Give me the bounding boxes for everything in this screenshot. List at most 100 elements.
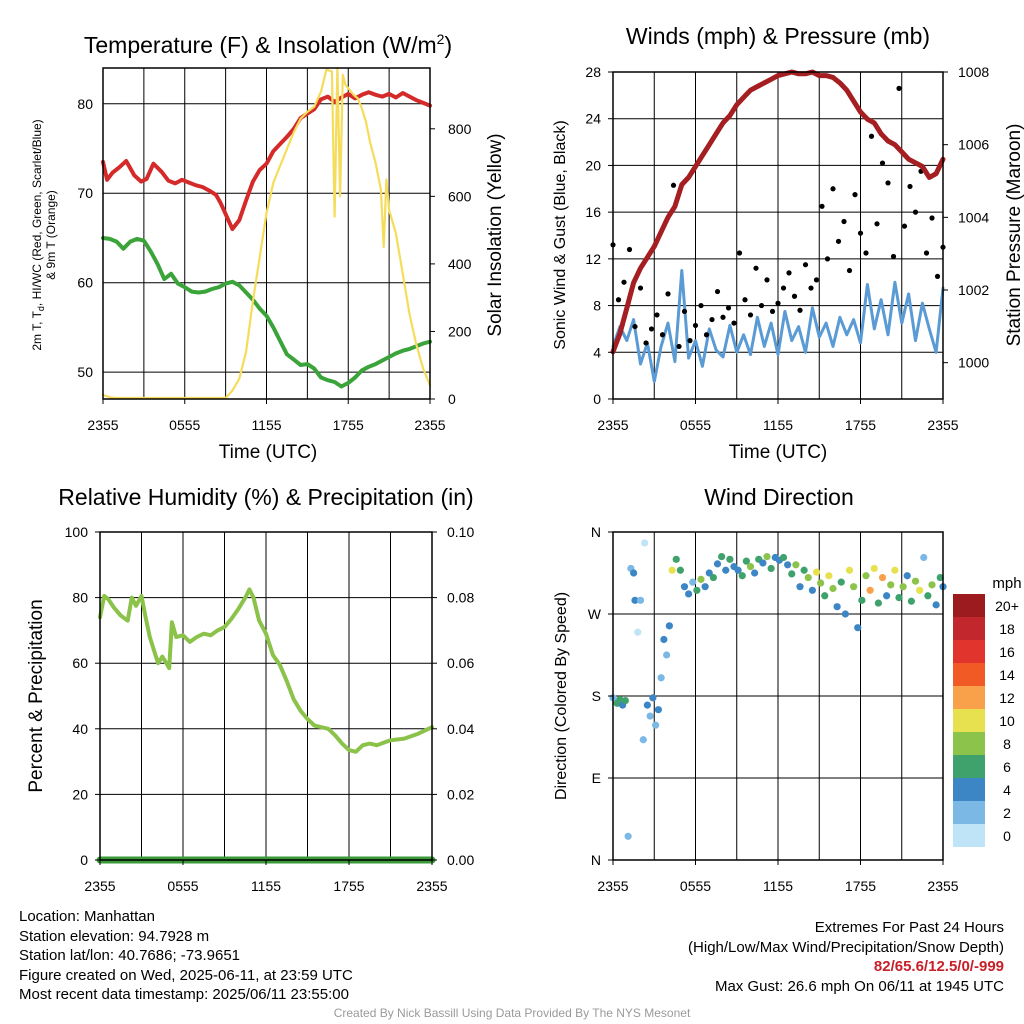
direction-point: [779, 553, 788, 562]
legend-swatch: [953, 732, 985, 755]
direction-point: [932, 601, 940, 609]
winds-xlabel: Time (UTC): [729, 442, 828, 463]
y-tick-label: S: [592, 688, 601, 704]
direction-point: [817, 579, 825, 587]
legend-label: 12: [999, 690, 1015, 706]
gust-point: [731, 320, 737, 326]
x-tick-label: 1755: [333, 417, 364, 433]
gust-point: [753, 265, 759, 271]
y2-tick-label: 1002: [958, 282, 989, 298]
direction-point: [854, 624, 862, 632]
gust-point: [637, 285, 644, 291]
gust-point: [714, 288, 721, 295]
legend-swatch: [953, 663, 985, 686]
direction-point: [800, 566, 808, 574]
y-tick-label: 80: [77, 96, 93, 112]
wind-direction-panel: Wind Direction 2355 0555 1155 1755 2355 N E S W N…: [553, 484, 1022, 894]
direction-point: [738, 572, 746, 580]
temperature-line: [101, 90, 432, 231]
direction-point: [636, 596, 645, 604]
gust-point: [654, 312, 660, 318]
gust-point: [791, 293, 798, 299]
direction-point: [639, 736, 647, 744]
legend-label: 10: [999, 713, 1015, 729]
gust-point: [725, 305, 732, 311]
gust-point: [934, 273, 941, 279]
direction-point: [668, 566, 676, 574]
dewpoint-line: [101, 236, 432, 389]
direction-point: [709, 573, 717, 582]
gust-point: [681, 308, 688, 315]
direction-point: [693, 586, 701, 594]
y-tick-label: 0: [593, 391, 601, 407]
y-tick-label: E: [592, 770, 601, 786]
pressure-line: [610, 69, 946, 355]
speed-legend: mph 20+ 18 16 14 12 10 8 6 4 2 0: [953, 575, 1022, 847]
gust-point: [841, 218, 847, 225]
gust-point: [632, 323, 638, 330]
legend-swatch: [953, 778, 985, 801]
legend-swatch: [953, 686, 985, 709]
gust-point: [692, 322, 699, 329]
gust-point: [879, 160, 886, 166]
y-tick-label: 24: [585, 111, 601, 127]
humidity-ylabel: Percent & Precipitation: [26, 599, 47, 792]
x-tick-label: 2355: [87, 417, 118, 433]
direction-point: [784, 561, 792, 569]
extremes-block: Extremes For Past 24 Hours (High/Low/Max…: [688, 918, 1004, 996]
direction-point: [624, 832, 632, 840]
winds-ylabel: Sonic Wind & Gust (Blue, Black): [552, 120, 569, 349]
gust-point: [797, 307, 803, 313]
gust-point: [758, 302, 765, 309]
credit-line: Created By Nick Bassill Using Data Provi…: [333, 1006, 691, 1020]
gust-point: [709, 316, 715, 323]
y2-tick-label: 0.06: [447, 655, 474, 671]
direction-point: [812, 568, 821, 576]
y2-tick-label: 0.02: [447, 786, 474, 802]
gust-point: [747, 312, 754, 318]
gust-point: [775, 300, 781, 306]
x-tick-label: 1155: [763, 878, 793, 894]
gust-point: [621, 279, 627, 285]
direction-point: [621, 696, 629, 705]
gust-point: [780, 285, 787, 291]
extremes-subtitle: (High/Low/Max Wind/Precipitation/Snow De…: [688, 938, 1004, 956]
direction-point: [866, 586, 874, 594]
direction-point: [858, 596, 866, 604]
gust-point: [626, 246, 633, 253]
station-elevation: Station elevation: 94.7928 m: [19, 927, 210, 945]
direction-point: [697, 575, 705, 583]
gust-point: [923, 250, 930, 256]
x-tick-label: 1155: [251, 878, 281, 894]
x-tick-label: 0555: [167, 878, 198, 894]
direction-point: [924, 592, 932, 600]
direction-point: [643, 701, 651, 709]
gust-point: [835, 238, 842, 244]
direction-point: [763, 553, 771, 561]
station-latlon: Station lat/lon: 40.7686; -73.9651: [19, 947, 241, 964]
direction-point: [631, 596, 639, 604]
direction-point: [845, 566, 854, 574]
y-tick-label: 60: [72, 655, 88, 671]
legend-label: 6: [1003, 759, 1011, 775]
y2-tick-label: 0: [448, 391, 456, 407]
x-tick-label: 1755: [845, 417, 876, 433]
direction-point: [718, 553, 726, 561]
legend-label: 4: [1003, 782, 1011, 798]
direction-point: [630, 569, 638, 577]
direction-point: [936, 573, 944, 582]
gust-point: [912, 209, 919, 215]
gust-point: [687, 338, 693, 344]
humidity-line: [98, 587, 434, 754]
legend-swatch: [953, 617, 985, 640]
y-tick-label: 60: [77, 275, 93, 291]
x-tick-label: 2355: [84, 878, 115, 894]
y-tick-label: 0: [80, 852, 88, 868]
y-tick-label: 70: [77, 185, 93, 201]
direction-point: [850, 583, 858, 591]
direction-point: [713, 560, 722, 568]
y2-tick-label: 0.00: [447, 852, 474, 868]
x-tick-label: 1755: [845, 878, 876, 894]
direction-point: [821, 592, 829, 600]
y-tick-label: 80: [72, 590, 88, 606]
